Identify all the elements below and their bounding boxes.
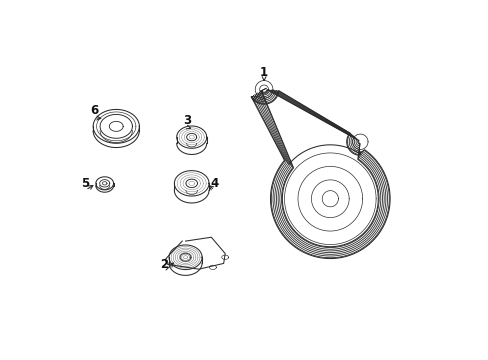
Text: 2: 2: [160, 258, 168, 271]
Text: 5: 5: [81, 177, 89, 190]
Text: 1: 1: [260, 66, 267, 79]
Text: 6: 6: [90, 104, 99, 117]
Text: 4: 4: [210, 177, 219, 190]
Text: 3: 3: [183, 114, 191, 127]
